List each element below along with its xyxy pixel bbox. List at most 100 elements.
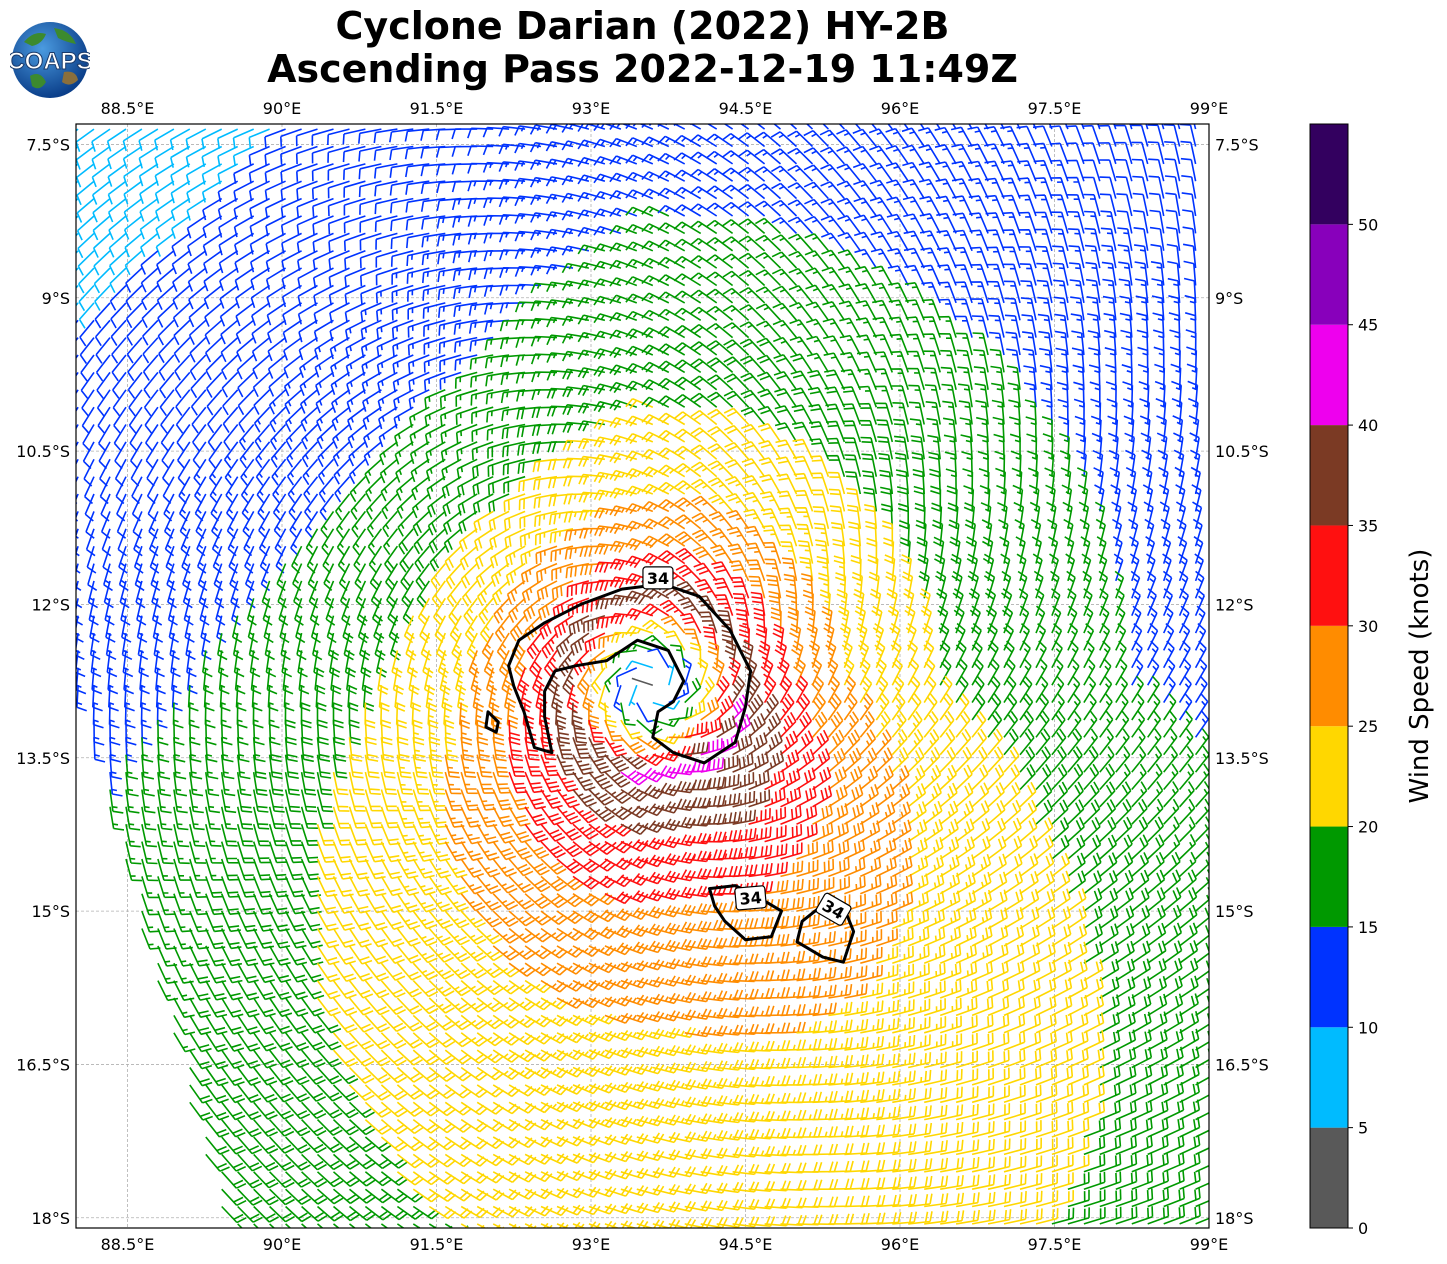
wind-barb bbox=[836, 197, 861, 217]
wind-barb bbox=[919, 124, 925, 130]
wind-barb bbox=[252, 371, 271, 398]
wind-barb bbox=[439, 354, 462, 372]
wind-barb bbox=[92, 232, 111, 258]
wind-barb bbox=[157, 302, 175, 328]
wind-barb bbox=[871, 282, 894, 304]
wind-barb bbox=[609, 242, 638, 252]
wind-barb bbox=[938, 298, 957, 321]
wind-barb bbox=[738, 235, 766, 252]
wind-barb bbox=[1050, 177, 1069, 199]
wind-barb bbox=[406, 232, 430, 249]
wind-barb bbox=[722, 201, 750, 217]
wind-barb bbox=[820, 163, 846, 182]
wind-barb bbox=[311, 128, 334, 146]
wind-barb bbox=[498, 125, 526, 137]
wind-barb bbox=[514, 160, 542, 171]
wind-barb bbox=[358, 145, 382, 162]
wind-barb bbox=[170, 180, 191, 204]
wind-barb bbox=[906, 350, 925, 373]
wind-barb bbox=[773, 124, 782, 130]
wind-barb bbox=[1069, 279, 1085, 304]
wind-barb bbox=[170, 145, 191, 168]
wind-barb bbox=[577, 174, 606, 185]
wind-barb bbox=[822, 124, 829, 130]
wind-barb bbox=[498, 161, 526, 172]
wind-barb bbox=[343, 180, 366, 198]
wind-barb bbox=[327, 128, 350, 146]
wind-barb bbox=[1003, 280, 1021, 304]
wind-barb bbox=[934, 144, 957, 165]
wind-barb bbox=[738, 166, 766, 182]
wind-barb bbox=[706, 254, 734, 269]
wind-barb bbox=[485, 371, 510, 387]
wind-barb bbox=[529, 176, 558, 188]
wind-barb bbox=[1034, 177, 1053, 199]
wind-barb bbox=[454, 336, 478, 353]
wind-barb bbox=[872, 299, 894, 321]
wind-barb bbox=[1151, 278, 1165, 303]
wind-barb bbox=[1085, 278, 1101, 304]
colorbar-tick-label: 10 bbox=[1358, 1018, 1378, 1037]
wind-barb bbox=[625, 206, 654, 217]
wind-barb bbox=[514, 248, 542, 260]
wind-barb bbox=[374, 215, 398, 232]
wind-barb bbox=[514, 125, 542, 136]
wind-barb bbox=[918, 178, 941, 199]
contour-label-text: 34 bbox=[739, 888, 763, 909]
wind-barb bbox=[95, 354, 111, 382]
wind-barb bbox=[1182, 243, 1197, 269]
wind-barb bbox=[1134, 261, 1149, 286]
wind-barb bbox=[1164, 175, 1181, 199]
colorbar-tick-label: 25 bbox=[1358, 717, 1378, 736]
wind-barb bbox=[359, 232, 382, 251]
wind-barb bbox=[593, 295, 622, 306]
wind-barb bbox=[156, 284, 175, 311]
wind-barb bbox=[125, 284, 143, 311]
wind-barb bbox=[280, 163, 302, 183]
wind-barb bbox=[967, 126, 989, 147]
wind-barb bbox=[935, 178, 957, 199]
wind-barb bbox=[375, 267, 398, 286]
wind-barb bbox=[251, 336, 271, 362]
wind-barb bbox=[140, 267, 159, 293]
wind-barb bbox=[625, 276, 654, 287]
wind-barb bbox=[248, 163, 270, 184]
wind-barb bbox=[1002, 229, 1021, 252]
wind-barb bbox=[422, 267, 446, 284]
wind-barb bbox=[901, 144, 925, 165]
wind-barb bbox=[805, 284, 830, 304]
lat-tick-label-left: 15°S bbox=[31, 902, 70, 921]
wind-barb bbox=[327, 197, 350, 217]
wind-barb bbox=[1131, 124, 1149, 147]
wind-barb bbox=[1116, 210, 1133, 234]
wind-barb bbox=[1181, 175, 1197, 199]
wind-barb bbox=[174, 354, 191, 381]
wind-barb bbox=[888, 299, 909, 321]
wind-barb bbox=[373, 145, 398, 161]
wind-barb bbox=[391, 267, 414, 285]
wind-barb bbox=[838, 300, 861, 321]
wind-barb bbox=[609, 294, 638, 305]
wind-barb bbox=[407, 336, 430, 356]
wind-barb bbox=[1066, 142, 1085, 165]
lon-tick-label-bottom: 96°E bbox=[881, 1235, 919, 1254]
wind-barb bbox=[806, 335, 830, 356]
colorbar-segment bbox=[1310, 124, 1348, 225]
wind-barb bbox=[360, 319, 382, 341]
lon-tick-label-top: 88.5°E bbox=[101, 99, 155, 118]
wind-barb bbox=[593, 173, 622, 184]
wind-barb bbox=[156, 250, 175, 275]
wind-barb bbox=[143, 371, 159, 399]
wind-barb bbox=[772, 319, 798, 339]
wind-barb bbox=[989, 348, 1005, 373]
wind-barb bbox=[706, 237, 734, 252]
wind-barb bbox=[956, 349, 973, 373]
wind-barb bbox=[852, 145, 877, 165]
wind-barb bbox=[1036, 279, 1053, 304]
wind-barb bbox=[722, 236, 750, 252]
wind-barb bbox=[498, 143, 526, 155]
wind-barb bbox=[836, 129, 861, 148]
wind-barb bbox=[920, 264, 941, 286]
wind-barb bbox=[94, 302, 111, 329]
wind-barb bbox=[375, 284, 398, 304]
